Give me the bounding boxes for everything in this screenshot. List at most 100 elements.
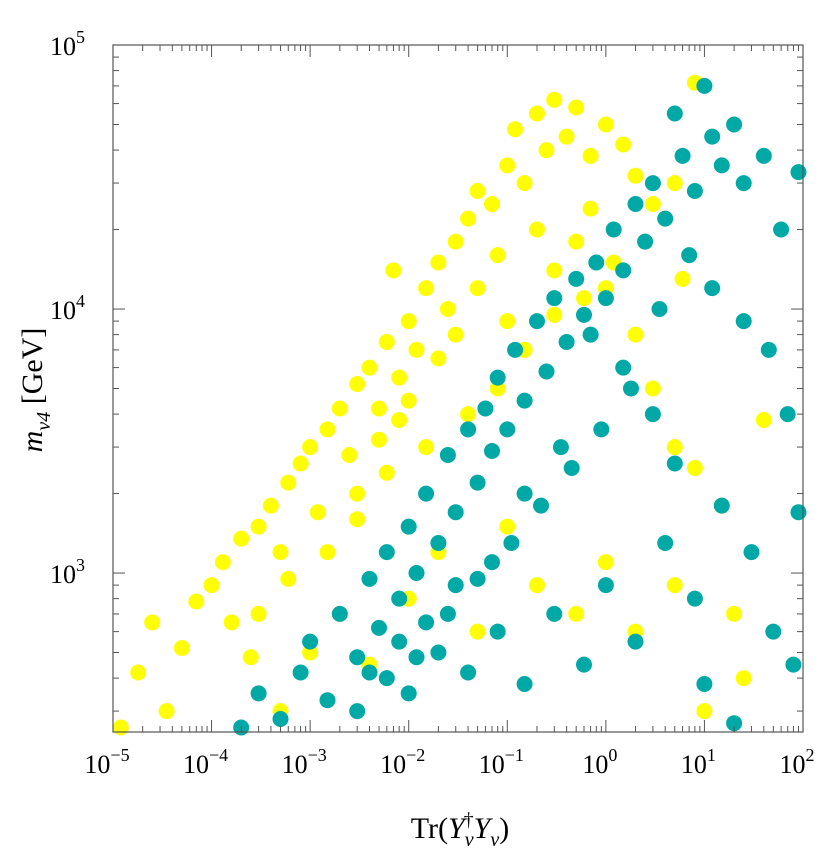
- series-1-point: [516, 175, 533, 192]
- series-1-point: [341, 447, 358, 463]
- series-1-point: [499, 313, 516, 330]
- series-2-point: [623, 380, 639, 397]
- series-2-point: [576, 656, 592, 673]
- series-2-point: [681, 247, 698, 264]
- series-1-point: [349, 511, 366, 528]
- series-2-point: [773, 221, 790, 238]
- series-2-point: [615, 359, 632, 376]
- series-2-point: [588, 254, 605, 271]
- series-1-point: [755, 412, 772, 428]
- series-1-point: [627, 167, 644, 184]
- series-2-point: [627, 196, 644, 212]
- series-1-point: [173, 640, 190, 656]
- series-2-point: [378, 670, 395, 687]
- series-2-point: [516, 392, 533, 409]
- series-1-point: [696, 703, 713, 720]
- series-2-point: [489, 623, 506, 640]
- series-1-point: [568, 605, 585, 622]
- series-2-point: [785, 656, 802, 673]
- series-2-point: [657, 210, 674, 227]
- series-1-point: [538, 142, 555, 159]
- x-tick-label: 102: [780, 745, 815, 779]
- series-2-point: [760, 341, 777, 358]
- series-1-point: [447, 233, 464, 250]
- series-1-point: [292, 455, 309, 472]
- series-2-point: [597, 290, 614, 307]
- series-2-point: [704, 280, 721, 297]
- y-tick-label: 103: [50, 555, 85, 589]
- series-2-point: [605, 221, 622, 238]
- series-2-point: [686, 183, 703, 199]
- series-2-point: [460, 421, 477, 438]
- series-2-point: [568, 270, 585, 287]
- series-1-point: [214, 554, 231, 571]
- series-1-point: [469, 183, 486, 199]
- series-1-point: [250, 518, 267, 535]
- series-1-point: [361, 359, 378, 376]
- y-axis-title: mν4 [GeV]: [16, 328, 55, 453]
- series-1-point: [378, 334, 395, 350]
- series-2-point: [439, 605, 456, 622]
- series-1-point: [529, 221, 545, 238]
- series-1-point: [408, 341, 425, 358]
- series-1-point: [568, 233, 585, 250]
- series-2-point: [743, 544, 760, 561]
- series-2-point: [533, 497, 549, 514]
- series-1-point: [644, 196, 661, 212]
- series-1-point: [349, 485, 366, 502]
- series-1-point: [188, 593, 205, 610]
- series-1-point: [644, 380, 661, 397]
- series-2-point: [361, 664, 378, 681]
- series-1-point: [576, 290, 592, 307]
- series-2-point: [400, 685, 417, 702]
- series-1-point: [546, 306, 563, 323]
- series-2-point: [686, 590, 703, 607]
- series-1-point: [378, 464, 395, 481]
- series-1-point: [499, 157, 516, 174]
- series-1-point: [385, 262, 402, 279]
- series-2-point: [674, 147, 691, 164]
- series-2-point: [644, 175, 661, 192]
- series-2-point: [546, 605, 563, 622]
- series-1-point: [371, 431, 387, 448]
- series-2-point: [790, 164, 807, 181]
- series-2-point: [735, 313, 752, 330]
- series-1-point: [400, 313, 417, 330]
- series-2-point: [563, 460, 580, 476]
- series-2-point: [319, 692, 336, 709]
- series-2-point: [637, 233, 654, 250]
- series-1-point: [319, 421, 336, 438]
- series-2-point: [484, 554, 500, 571]
- series-2-point: [469, 474, 486, 491]
- series-2-point: [477, 400, 494, 417]
- series-2-point: [597, 577, 614, 594]
- series-1-point: [469, 623, 486, 640]
- series-1-point: [233, 530, 250, 547]
- series-2-point: [430, 535, 447, 551]
- series-1-point: [507, 121, 524, 138]
- series-1-point: [735, 670, 752, 687]
- series-2-point: [400, 518, 417, 535]
- x-axis-title: Tr(Yν†Yν): [411, 809, 509, 850]
- series-1-point: [280, 570, 297, 587]
- series-2-point: [439, 447, 456, 463]
- series-2-point: [726, 116, 743, 133]
- series-1-point: [418, 280, 435, 297]
- series-1-point: [529, 577, 545, 594]
- series-2-point: [735, 175, 752, 192]
- series-1-point: [499, 518, 516, 535]
- series-1-point: [223, 614, 240, 631]
- series-1-point: [272, 544, 289, 561]
- series-1-point: [130, 664, 147, 681]
- series-2-point: [503, 535, 520, 551]
- series-2-point: [666, 105, 683, 122]
- series-1-point: [309, 504, 326, 521]
- series-2-point: [546, 290, 563, 307]
- series-2-point: [790, 504, 807, 521]
- series-1-point: [529, 105, 545, 122]
- series-2-point: [644, 406, 661, 423]
- series-2-point: [627, 633, 644, 650]
- series-2-point: [499, 421, 516, 438]
- series-2-point: [726, 715, 743, 732]
- x-tick-label: 10−5: [84, 745, 129, 779]
